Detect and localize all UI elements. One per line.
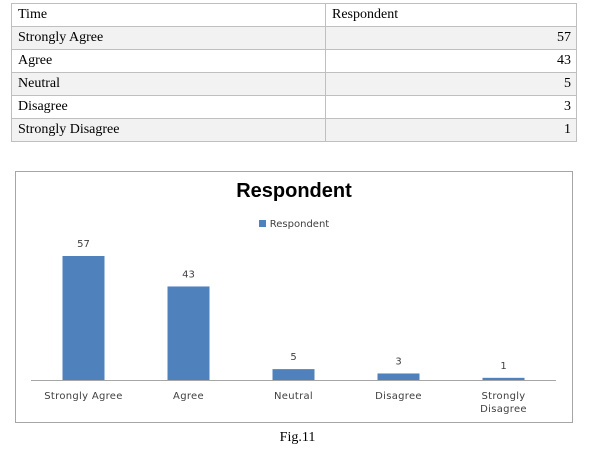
data-table: Time Respondent Strongly Agree 57 Agree … xyxy=(11,3,577,142)
chart-legend: Respondent xyxy=(16,219,572,230)
data-label: 1 xyxy=(500,361,506,372)
table-header-row: Time Respondent xyxy=(11,3,577,27)
data-label: 3 xyxy=(395,356,401,367)
x-tick-label: Agree xyxy=(173,391,204,402)
header-respondent: Respondent xyxy=(325,3,577,27)
row-value: 3 xyxy=(325,95,577,119)
x-tick-label: Strongly Agree xyxy=(44,391,123,402)
chart-title: Respondent xyxy=(236,180,352,202)
legend-swatch xyxy=(258,220,266,227)
row-label: Agree xyxy=(11,49,326,73)
bar-strongly-disagree xyxy=(482,377,525,380)
table-row: Strongly Disagree 1 xyxy=(11,118,577,142)
x-tick-label: Disagree xyxy=(375,391,422,402)
data-label: 43 xyxy=(182,269,195,280)
data-label: 57 xyxy=(77,239,90,250)
row-label: Disagree xyxy=(11,95,326,119)
table-row: Disagree 3 xyxy=(11,95,577,119)
row-label: Strongly Agree xyxy=(11,26,326,50)
row-value: 57 xyxy=(325,26,577,50)
data-label: 5 xyxy=(290,352,296,363)
bar-strongly-agree xyxy=(62,256,105,380)
row-value: 43 xyxy=(325,49,577,73)
chart-plot: 57 43 5 3 1 xyxy=(31,239,556,381)
row-label: Strongly Disagree xyxy=(11,118,326,142)
bar-disagree xyxy=(377,373,420,380)
row-value: 5 xyxy=(325,72,577,96)
header-time: Time xyxy=(11,3,326,27)
legend-label: Respondent xyxy=(269,219,330,230)
figure-caption: Fig.11 xyxy=(279,430,316,445)
x-tick-label: Strongly Disagree xyxy=(480,391,527,415)
table-row: Agree 43 xyxy=(11,49,577,73)
bar-chart: Respondent Respondent 57 43 5 3 1 Strongly A… xyxy=(15,171,573,423)
table-row: Neutral 5 xyxy=(11,72,577,96)
bar-agree xyxy=(167,286,210,380)
row-label: Neutral xyxy=(11,72,326,96)
bar-neutral xyxy=(272,369,315,380)
row-value: 1 xyxy=(325,118,577,142)
x-tick-label: Neutral xyxy=(273,391,313,402)
table-row: Strongly Agree 57 xyxy=(11,26,577,50)
